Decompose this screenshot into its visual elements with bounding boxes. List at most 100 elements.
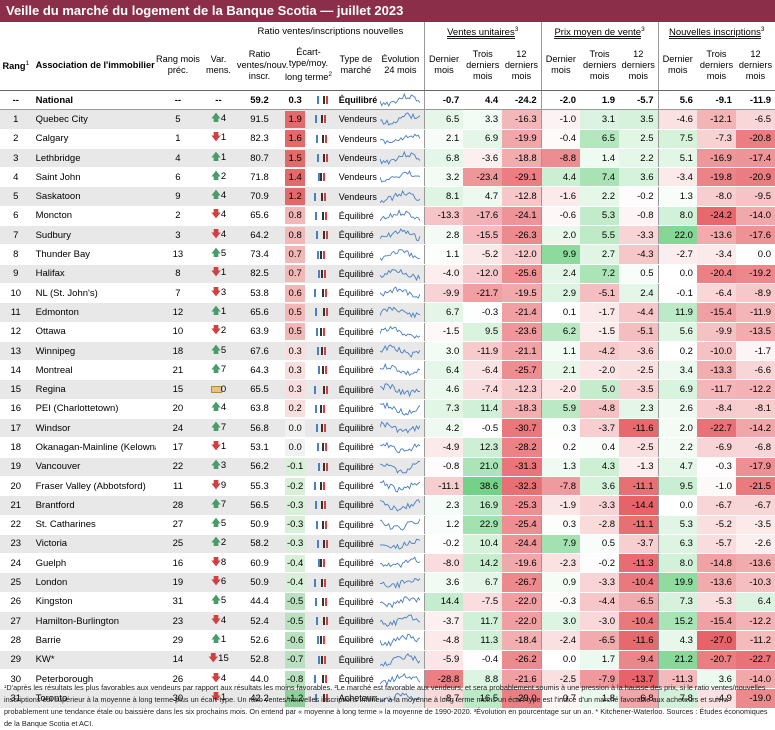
listings-cell: -5.7 bbox=[696, 534, 736, 555]
sd-cell: 0.3 bbox=[282, 360, 335, 381]
listings-cell: -21.5 bbox=[735, 476, 775, 497]
listings-cell: -11.9 bbox=[735, 302, 775, 323]
listings-cell: -6.7 bbox=[696, 495, 736, 516]
association-cell: Peterborough bbox=[31, 669, 156, 690]
price-cell: -6.5 bbox=[619, 592, 659, 613]
price-cell: 2.5 bbox=[619, 129, 659, 149]
listings-cell: 9.5 bbox=[657, 476, 697, 497]
sales-cell: -19.9 bbox=[502, 129, 542, 149]
table-row: 11 Edmonton 12 🡅1 65.6 0.5 Équilibré 6.7 -0.3 -2… bbox=[0, 302, 775, 323]
price-cell: 2.1 bbox=[540, 360, 581, 381]
var-cell: 🡇2 bbox=[200, 322, 237, 342]
range-indicator-icon bbox=[308, 481, 332, 491]
evolution-cell bbox=[376, 572, 425, 593]
listings-cell: -15.4 bbox=[696, 302, 736, 323]
sales-cell: -18.4 bbox=[502, 630, 542, 651]
evolution-cell bbox=[376, 379, 425, 400]
evolution-cell bbox=[376, 129, 425, 149]
sales-cell: 10.4 bbox=[463, 534, 503, 555]
sparkline-chart bbox=[380, 499, 421, 513]
range-indicator-icon bbox=[308, 114, 332, 124]
sparkline-chart bbox=[380, 170, 421, 183]
prev-rank-cell: 30 bbox=[155, 688, 201, 709]
rank-cell: 3 bbox=[0, 148, 32, 169]
prev-rank-cell: 14 bbox=[155, 650, 201, 670]
sd-cell: 0.3 bbox=[282, 341, 335, 362]
rank-cell: 24 bbox=[0, 553, 32, 574]
prev-rank-cell: 17 bbox=[155, 437, 201, 458]
prev-rank-cell: 11 bbox=[155, 476, 201, 497]
var-cell: 0 bbox=[200, 379, 237, 400]
price-cell: 4.3 bbox=[580, 457, 620, 477]
listings-cell: -7.3 bbox=[696, 129, 736, 149]
sales-cell: 11.3 bbox=[463, 630, 503, 651]
var-cell: 🡅7 bbox=[200, 495, 237, 516]
price-cell: 3.6 bbox=[619, 167, 659, 188]
price-cell: 2.7 bbox=[580, 244, 620, 265]
price-cell: 6.2 bbox=[540, 322, 581, 342]
sales-cell: -3.7 bbox=[423, 611, 464, 632]
price-cell: 7.2 bbox=[580, 264, 620, 284]
range-indicator-icon bbox=[308, 269, 332, 279]
market-type-cell: Équilibré bbox=[334, 630, 377, 651]
price-cell: -11.6 bbox=[619, 418, 659, 439]
sparkline-chart bbox=[380, 479, 421, 493]
arrow-up-icon: 🡅 bbox=[210, 190, 222, 202]
sd-cell: -0.5 bbox=[282, 611, 335, 632]
sd-cell: -1.2 bbox=[282, 688, 335, 709]
sparkline-chart bbox=[380, 208, 421, 222]
evolution-cell bbox=[376, 669, 425, 690]
var-cell: 🡅7 bbox=[200, 360, 237, 381]
evolution-cell bbox=[376, 611, 425, 632]
sales-cell: -24.1 bbox=[502, 206, 542, 227]
listings-cell: -2.7 bbox=[657, 244, 697, 265]
listings-cell: -22.7 bbox=[696, 418, 736, 439]
listings-cell: 4.3 bbox=[657, 630, 697, 651]
sparkline-chart bbox=[380, 634, 421, 648]
sales-cell: -21.6 bbox=[502, 669, 542, 690]
sd-cell: -0.4 bbox=[282, 553, 335, 574]
sales-cell: -22.0 bbox=[502, 592, 542, 613]
evolution-cell bbox=[376, 437, 425, 458]
rank-cell: 7 bbox=[0, 225, 32, 246]
sales-cell: 11.7 bbox=[463, 611, 503, 632]
evolution-cell bbox=[376, 148, 425, 169]
rank-cell: 17 bbox=[0, 418, 32, 439]
association-cell: National bbox=[31, 90, 156, 111]
ratio-cell: 65.6 bbox=[236, 206, 283, 227]
rank-cell: 14 bbox=[0, 360, 32, 381]
listings-cell: -14.2 bbox=[735, 418, 775, 439]
sales-cell: -29.1 bbox=[502, 167, 542, 188]
col-list-three: Trois derniers mois bbox=[696, 40, 736, 91]
var-cell: 🡅5 bbox=[200, 341, 237, 362]
price-cell: -5.7 bbox=[619, 90, 659, 111]
sales-cell: 38.6 bbox=[463, 476, 503, 497]
arrow-down-icon: 🡇 bbox=[210, 286, 222, 298]
prev-rank-cell: 28 bbox=[155, 495, 201, 516]
prev-rank-cell: 25 bbox=[155, 534, 201, 555]
range-indicator-icon bbox=[308, 346, 332, 356]
listings-cell: -5.3 bbox=[696, 592, 736, 613]
table-row: 28 Barrie 29 🡅1 52.6 -0.6 Équilibré -4.8 11.3 -1… bbox=[0, 630, 775, 651]
range-indicator-icon bbox=[308, 288, 332, 298]
flat-box-icon bbox=[210, 384, 222, 395]
market-type-cell: Équilibré bbox=[334, 553, 377, 574]
price-cell: -11.3 bbox=[619, 553, 659, 574]
table-row: 27 Hamilton-Burlington 23 🡇4 52.4 -0.5 Équili… bbox=[0, 611, 775, 632]
market-type-cell: Équilibré bbox=[334, 225, 377, 246]
sales-cell: -23.4 bbox=[463, 167, 503, 188]
sales-cell: 21.0 bbox=[463, 457, 503, 477]
table-row: 13 Winnipeg 18 🡅5 67.6 0.3 Équilibré 3.0 -11.9-… bbox=[0, 341, 775, 362]
table-row: 12 Ottawa 10 🡇2 63.9 0.5 Équilibré -1.5 9.5 -23.… bbox=[0, 322, 775, 342]
price-cell: -1.3 bbox=[619, 457, 659, 477]
price-cell: -1.9 bbox=[540, 495, 581, 516]
association-cell: Barrie bbox=[31, 630, 156, 651]
rank-cell: 31 bbox=[0, 688, 32, 709]
sd-cell: 0.2 bbox=[282, 399, 335, 420]
var-cell: 🡇4 bbox=[200, 611, 237, 632]
range-indicator-icon bbox=[308, 307, 332, 317]
listings-cell: 2.6 bbox=[657, 399, 697, 420]
ratio-cell: 53.8 bbox=[236, 283, 283, 304]
rank-cell: 12 bbox=[0, 322, 32, 342]
sales-cell: 3.3 bbox=[463, 109, 503, 130]
